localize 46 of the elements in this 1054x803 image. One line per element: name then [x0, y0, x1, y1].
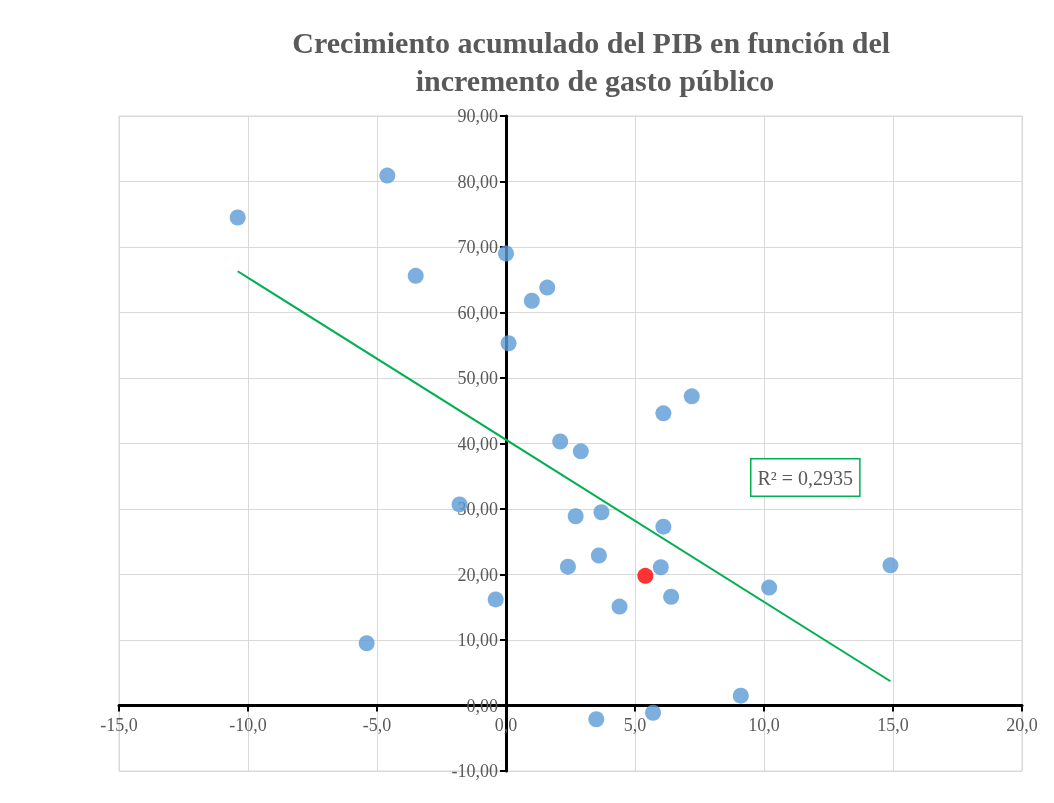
- point: [593, 504, 610, 521]
- point: [523, 292, 540, 309]
- chart-title: Crecimiento acumulado del PIB en función del incremento de gasto público: [292, 25, 898, 97]
- point: [590, 547, 607, 564]
- point: [882, 557, 899, 574]
- x-tick-label: 10,0: [748, 714, 780, 735]
- y-tick-label: 30,00: [457, 499, 498, 519]
- point: [652, 559, 669, 576]
- x-tick-label: -10,0: [229, 714, 267, 735]
- annotation: R² = 0,2935: [757, 466, 854, 489]
- x-tick-label: 20,0: [1006, 714, 1038, 735]
- point: [645, 704, 662, 721]
- point: [567, 508, 584, 525]
- x-tick-label: -5,0: [362, 714, 392, 735]
- point: [588, 711, 605, 728]
- y-tick-label: -10,00: [451, 761, 498, 781]
- point: [487, 591, 504, 608]
- point: [559, 558, 576, 575]
- point: [611, 598, 628, 615]
- point: [572, 443, 589, 460]
- x-tick-label: -15,0: [100, 714, 138, 735]
- point: [683, 388, 700, 405]
- point: [498, 245, 514, 262]
- point: [500, 335, 517, 352]
- point: [637, 567, 654, 584]
- point: [663, 588, 680, 605]
- point: [655, 405, 672, 422]
- point: [407, 267, 424, 284]
- point: [732, 687, 749, 704]
- point: [655, 518, 672, 535]
- point: [229, 209, 246, 226]
- y-tick-label: 90,00: [457, 106, 498, 126]
- y-tick-label: 10,00: [457, 630, 498, 650]
- point: [379, 167, 396, 184]
- y-tick-label: 50,00: [457, 368, 498, 388]
- y-tick-label: 70,00: [457, 237, 498, 257]
- x-tick-label: 5,0: [623, 714, 647, 735]
- point: [761, 579, 778, 596]
- point: [358, 635, 375, 652]
- y-tick-label: 80,00: [457, 171, 498, 192]
- point: [552, 433, 569, 450]
- y-tick-label: 40,00: [457, 433, 498, 454]
- y-tick-label: 60,00: [457, 302, 498, 323]
- x-tick-label: 15,0: [877, 714, 909, 735]
- point: [539, 279, 556, 296]
- y-tick-label: 20,00: [457, 564, 498, 585]
